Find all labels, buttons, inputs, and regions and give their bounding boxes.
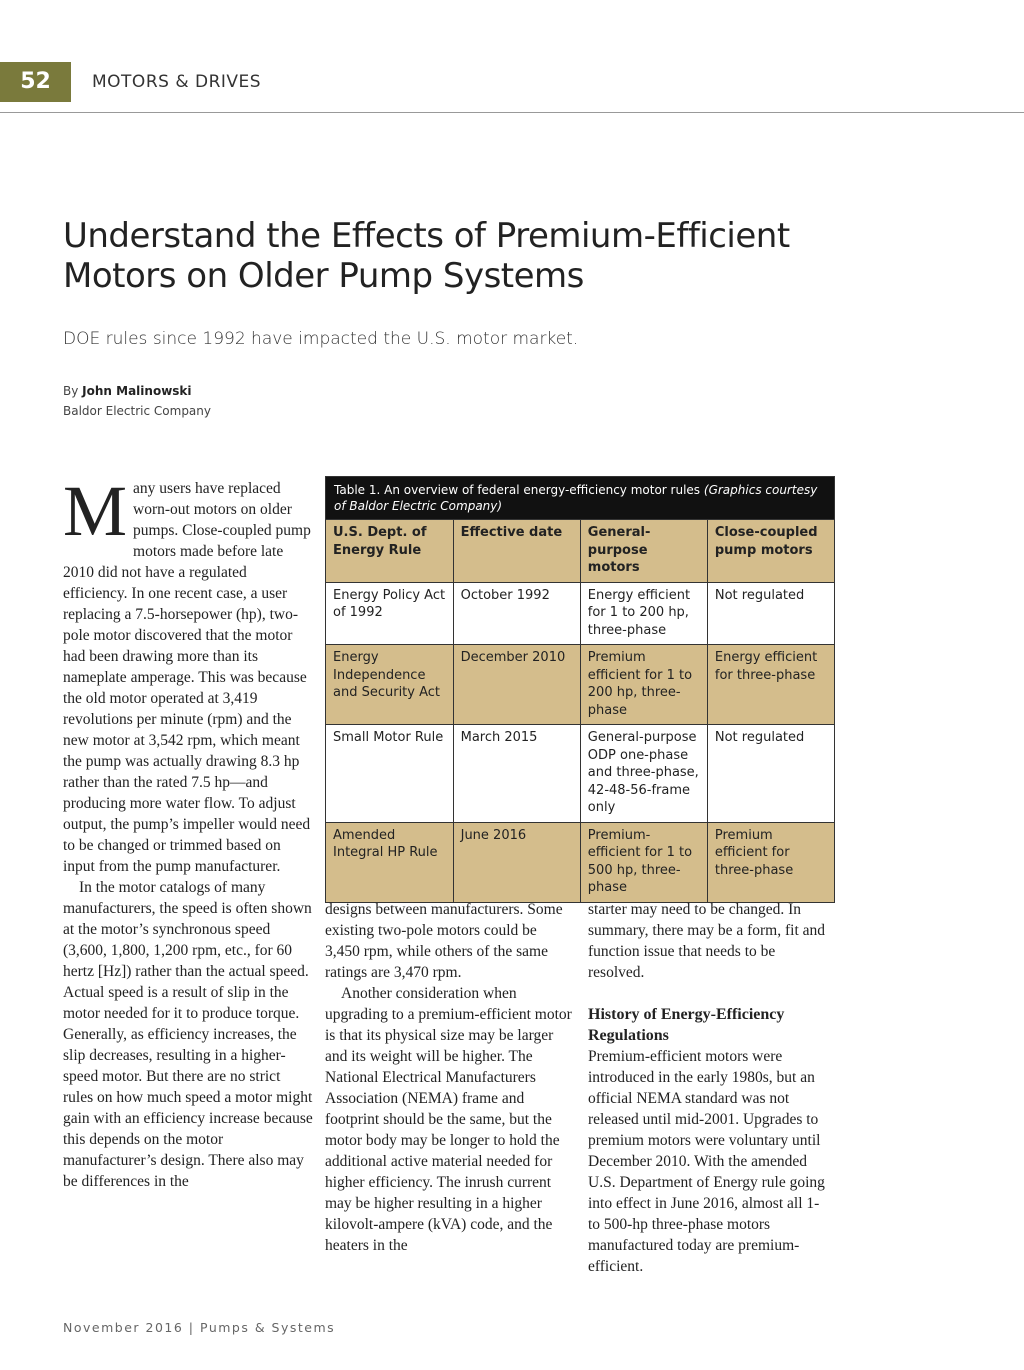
table-cell: Not regulated [706, 724, 836, 823]
header-row: U.S. Dept. of Energy Rule Effective date G… [325, 519, 836, 583]
paragraph: any users have replaced worn-out motors … [63, 480, 311, 875]
table-cell: Premium-efficient for 1 to 500 hp, three… [579, 821, 708, 903]
header-rule [0, 112, 1024, 113]
footer-publication: Pumps & Systems [200, 1320, 336, 1335]
column-1: M any users have replaced worn-out motor… [63, 471, 313, 1192]
table-cell: June 2016 [452, 821, 581, 903]
table-cell: Amended Integral HP Rule [325, 821, 454, 903]
footer: November 2016 | Pumps & Systems [63, 1320, 335, 1335]
table: Table 1. An overview of federal energy-e… [325, 476, 836, 903]
table-cell: March 2015 [452, 724, 581, 823]
table-cell: Not regulated [706, 581, 836, 645]
page-number: 52 [0, 62, 71, 102]
subtitle: DOE rules since 1992 have impacted the U… [63, 329, 579, 349]
column-3: starter may need to be changed. In summa… [588, 899, 833, 1277]
table-row: Amended Integral HP Rule June 2016 Premium… [325, 821, 836, 903]
table-row: Energy Policy Act of 1992 October 1992 Ene… [325, 581, 836, 645]
paragraph: Premium-efficient motors were introduced… [588, 1048, 825, 1275]
paragraph: In the motor catalogs of many manufactur… [63, 879, 313, 1190]
caption-text: Table 1. An overview of federal energy-e… [334, 483, 701, 497]
table-cell: Premium efficient for 1 to 200 hp, three… [579, 644, 708, 725]
footer-date: November 2016 [63, 1320, 184, 1335]
table-row: Small Motor Rule March 2015 General-purpos… [325, 724, 836, 823]
table-cell: Energy efficient for 1 to 200 hp, three-… [579, 581, 708, 645]
column-2: designs between manufacturers. Some exis… [325, 899, 575, 1256]
table-cell: December 2010 [452, 644, 581, 725]
section-heading: History of Energy-Efficiency Regulations [588, 1006, 785, 1044]
column-header: General-purpose motors [579, 519, 708, 583]
affiliation: Baldor Electric Company [63, 404, 211, 418]
paragraph: designs between manufacturers. Some exis… [325, 901, 563, 981]
byline: By John Malinowski Baldor Electric Compa… [63, 381, 211, 421]
article-title: Understand the Effects of Premium-Effici… [63, 216, 790, 296]
byline-prefix: By [63, 384, 79, 398]
footer-separator: | [188, 1320, 195, 1335]
table-cell: Premium efficient for three-phase [706, 821, 836, 903]
table-caption: Table 1. An overview of federal energy-e… [325, 476, 835, 520]
table-cell: October 1992 [452, 581, 581, 645]
section-label: MOTORS & DRIVES [92, 72, 262, 92]
table-cell: General-purpose ODP one-phase and three-… [579, 724, 708, 823]
table-cell: Small Motor Rule [325, 724, 454, 823]
table-cell: Energy Policy Act of 1992 [325, 581, 454, 645]
column-header: Close-coupled pump motors [706, 519, 836, 583]
table-cell: Energy efficient for three-phase [706, 644, 836, 725]
table-cell: Energy Independence and Security Act [325, 644, 454, 725]
drop-cap: M [63, 471, 128, 551]
paragraph: Another consideration when upgrading to … [325, 985, 572, 1254]
caption-credit: (Graphics courtesy of Baldor Electric Co… [334, 483, 818, 513]
column-header: Effective date [452, 519, 581, 583]
column-header: U.S. Dept. of Energy Rule [325, 519, 454, 583]
paragraph: starter may need to be changed. In summa… [588, 901, 826, 981]
author: John Malinowski [82, 384, 192, 398]
table-row: Energy Independence and Security Act Dece… [325, 644, 836, 725]
